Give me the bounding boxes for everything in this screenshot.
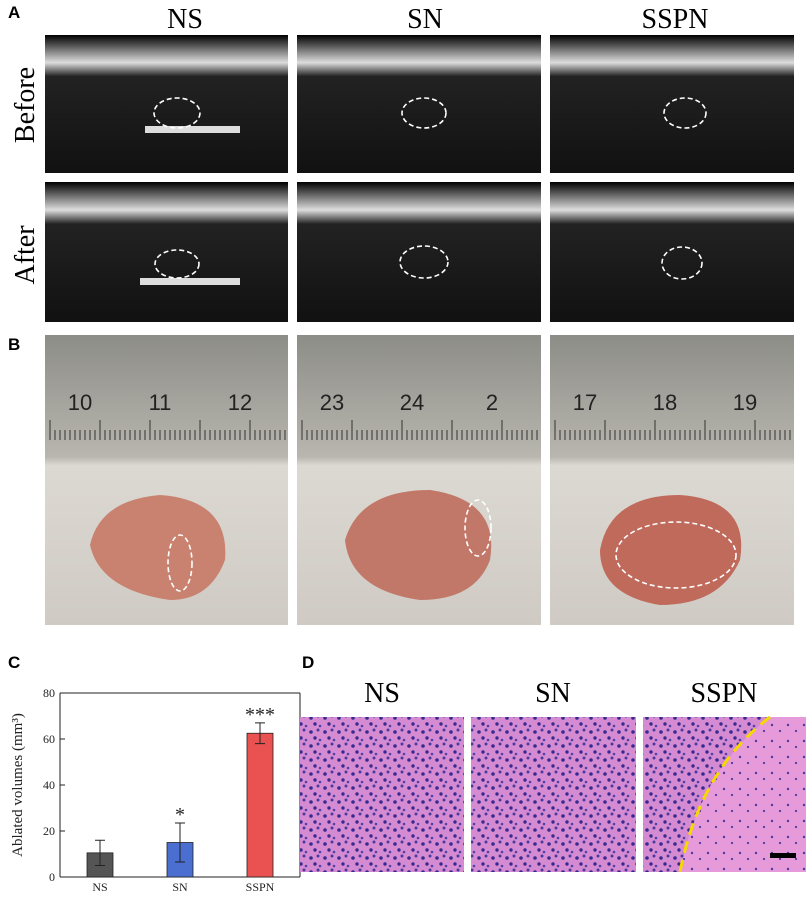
ruler-label: 10 xyxy=(68,390,92,415)
bar xyxy=(246,732,274,878)
ruler-label: 12 xyxy=(228,390,252,415)
error-bar xyxy=(175,822,185,863)
histology-images xyxy=(300,715,806,873)
ruler-label: 19 xyxy=(733,390,757,415)
significance-label: * xyxy=(175,804,185,826)
error-bar xyxy=(255,722,265,745)
y-tick-label: 0 xyxy=(49,870,55,884)
column-header: NS xyxy=(364,678,400,709)
x-tick-label: NS xyxy=(92,880,107,894)
ultrasound-images xyxy=(45,35,794,322)
column-header: SSPN xyxy=(642,4,709,35)
ruler-label: 24 xyxy=(400,390,424,415)
column-header: SN xyxy=(535,678,571,709)
significance-label: *** xyxy=(245,704,275,726)
ruler-label: 17 xyxy=(573,390,597,415)
ruler-label: 23 xyxy=(320,390,344,415)
y-tick-label: 40 xyxy=(43,778,55,792)
row-header: After xyxy=(10,225,41,285)
y-tick-label: 60 xyxy=(43,732,55,746)
error-bar xyxy=(95,839,105,866)
column-header: NS xyxy=(167,4,203,35)
x-tick-label: SSPN xyxy=(246,880,275,894)
row-header: Before xyxy=(10,67,41,143)
y-tick-label: 80 xyxy=(43,686,55,700)
tumor-photos xyxy=(45,335,794,625)
ruler-label: 11 xyxy=(149,390,172,415)
ruler-label: 2 xyxy=(486,390,498,415)
panel-label: A xyxy=(8,3,20,22)
ruler-label: 18 xyxy=(653,390,677,415)
panel-label: B xyxy=(8,335,20,354)
y-tick-label: 20 xyxy=(43,824,55,838)
panel-label: D xyxy=(302,653,314,672)
x-tick-label: SN xyxy=(172,880,188,894)
y-axis-label: Ablated volumes (mm³) xyxy=(10,713,26,857)
column-header: SN xyxy=(407,4,443,35)
column-header: SSPN xyxy=(691,678,758,709)
panel-label: C xyxy=(8,653,20,672)
